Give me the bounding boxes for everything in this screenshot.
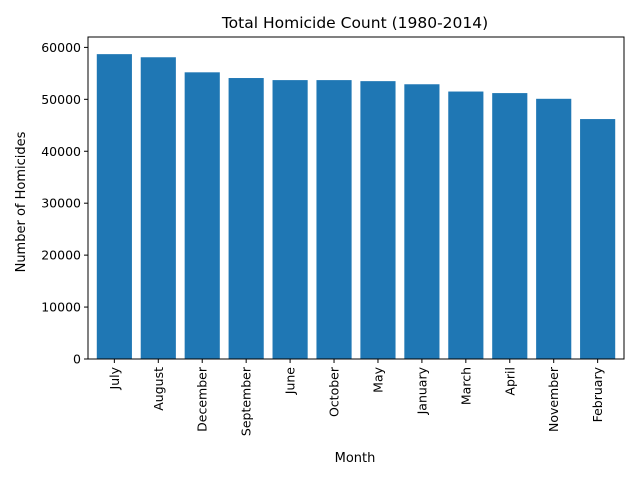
y-tick-label: 20000: [41, 248, 81, 263]
y-tick-label: 50000: [41, 92, 81, 107]
x-axis-label: Month: [335, 451, 376, 466]
x-tick-label-january: January: [414, 366, 429, 415]
bar-april: [492, 93, 528, 359]
y-axis-ticks: 0 10000 20000 30000 40000 50000 60000: [41, 40, 88, 367]
x-axis-ticks: July August December September June October Ma…: [107, 359, 605, 436]
bar-august: [140, 57, 176, 360]
x-tick-label-april: April: [502, 367, 517, 396]
y-tick-label: 10000: [41, 300, 81, 315]
y-tick-label: 60000: [41, 40, 81, 55]
x-tick-label-june: June: [283, 367, 298, 396]
y-tick-label: 30000: [41, 196, 81, 211]
x-tick-label-december: December: [195, 366, 210, 432]
bar-june: [272, 80, 308, 360]
x-tick-label-october: October: [327, 366, 342, 417]
x-tick-label-july: July: [107, 366, 122, 390]
bar-september: [228, 78, 264, 360]
x-tick-label-may: May: [370, 366, 385, 392]
bar-january: [404, 84, 440, 359]
bar-may: [360, 81, 396, 359]
bars-group: [96, 54, 616, 360]
x-tick-label-february: February: [590, 366, 605, 422]
y-axis-label: Number of Homicides: [14, 131, 29, 272]
x-tick-label-march: March: [458, 367, 473, 405]
y-tick-label: 40000: [41, 144, 81, 159]
bar-october: [316, 80, 352, 360]
x-tick-label-november: November: [546, 366, 561, 432]
x-tick-label-august: August: [151, 367, 166, 411]
bar-december: [184, 72, 220, 359]
x-tick-label-september: September: [239, 366, 254, 436]
bar-november: [536, 98, 572, 359]
bar-july: [96, 54, 132, 360]
chart-title: Total Homicide Count (1980-2014): [221, 14, 488, 32]
plot-frame: [87, 36, 625, 360]
bar-february: [580, 119, 616, 359]
y-tick-label: 0: [73, 352, 81, 367]
bar-march: [448, 91, 484, 359]
